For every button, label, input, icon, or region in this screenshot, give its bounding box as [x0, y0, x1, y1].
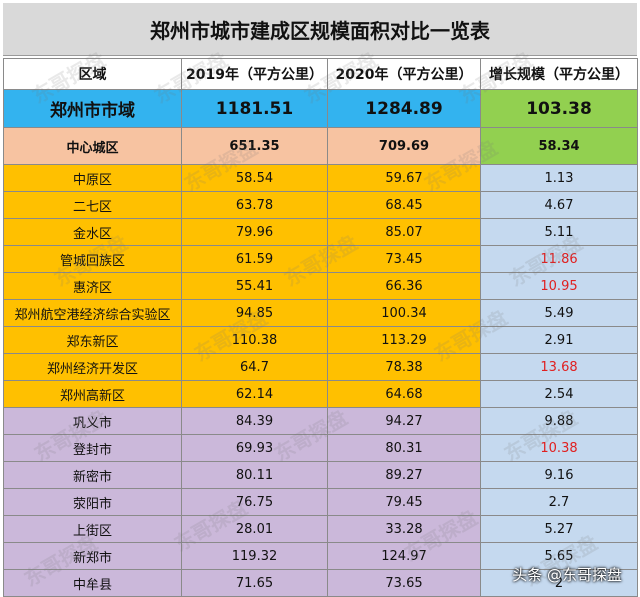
- county-row: 巩义市 84.39 94.27 9.88: [3, 407, 638, 435]
- growth-cell: 11.86: [480, 245, 638, 273]
- region-name-cell: 荥阳市: [3, 488, 182, 516]
- county-row: 登封市 69.93 80.31 10.38: [3, 434, 638, 462]
- region-name-cell: 中牟县: [3, 569, 182, 597]
- district-row: 中原区 58.54 59.67 1.13: [3, 164, 638, 192]
- growth-cell: 1.13: [480, 164, 638, 192]
- area-comparison-table: 区域 2019年（平方公里） 2020年（平方公里） 增长规模（平方公里） 郑州…: [3, 58, 638, 597]
- district-row: 惠济区 55.41 66.36 10.95: [3, 272, 638, 300]
- value-2020-cell: 33.28: [327, 515, 481, 543]
- value-2020-cell: 66.36: [327, 272, 481, 300]
- growth-cell: 2.7: [480, 488, 638, 516]
- value-2020-cell: 113.29: [327, 326, 481, 354]
- value-2019-cell: 28.01: [181, 515, 328, 543]
- value-2020-cell: 68.45: [327, 191, 481, 219]
- value-2019-cell: 94.85: [181, 299, 328, 327]
- value-2019-cell: 110.38: [181, 326, 328, 354]
- header-2020: 2020年（平方公里）: [327, 58, 481, 90]
- value-2019-cell: 58.54: [181, 164, 328, 192]
- center-growth: 58.34: [480, 127, 638, 165]
- value-2020-cell: 100.34: [327, 299, 481, 327]
- city-total-row: 郑州市市域 1181.51 1284.89 103.38: [3, 89, 638, 128]
- value-2019-cell: 64.7: [181, 353, 328, 381]
- region-name-cell: 郑州高新区: [3, 380, 182, 408]
- value-2020-cell: 73.45: [327, 245, 481, 273]
- value-2019-cell: 71.65: [181, 569, 328, 597]
- region-name-cell: 郑州经济开发区: [3, 353, 182, 381]
- county-row: 新密市 80.11 89.27 9.16: [3, 461, 638, 489]
- header-growth: 增长规模（平方公里）: [480, 58, 638, 90]
- district-row: 郑州经济开发区 64.7 78.38 13.68: [3, 353, 638, 381]
- district-row: 金水区 79.96 85.07 5.11: [3, 218, 638, 246]
- value-2019-cell: 80.11: [181, 461, 328, 489]
- header-2019: 2019年（平方公里）: [181, 58, 328, 90]
- value-2020-cell: 89.27: [327, 461, 481, 489]
- value-2020-cell: 64.68: [327, 380, 481, 408]
- district-row: 管城回族区 61.59 73.45 11.86: [3, 245, 638, 273]
- growth-cell: 10.38: [480, 434, 638, 462]
- header-row: 区域 2019年（平方公里） 2020年（平方公里） 增长规模（平方公里）: [3, 58, 638, 90]
- city-2020: 1284.89: [327, 89, 481, 128]
- region-name-cell: 上街区: [3, 515, 182, 543]
- county-row: 中牟县 71.65 73.65 2: [3, 569, 638, 597]
- growth-cell: 9.16: [480, 461, 638, 489]
- district-row: 郑东新区 110.38 113.29 2.91: [3, 326, 638, 354]
- growth-cell: 2: [480, 569, 638, 597]
- region-name-cell: 金水区: [3, 218, 182, 246]
- city-name: 郑州市市域: [3, 89, 182, 128]
- growth-cell: 10.95: [480, 272, 638, 300]
- county-row: 新郑市 119.32 124.97 5.65: [3, 542, 638, 570]
- center-name: 中心城区: [3, 127, 182, 165]
- growth-cell: 5.27: [480, 515, 638, 543]
- growth-cell: 9.88: [480, 407, 638, 435]
- value-2019-cell: 62.14: [181, 380, 328, 408]
- growth-cell: 2.91: [480, 326, 638, 354]
- value-2020-cell: 59.67: [327, 164, 481, 192]
- value-2020-cell: 124.97: [327, 542, 481, 570]
- center-2019: 651.35: [181, 127, 328, 165]
- region-name-cell: 登封市: [3, 434, 182, 462]
- growth-cell: 5.11: [480, 218, 638, 246]
- value-2020-cell: 80.31: [327, 434, 481, 462]
- district-row: 二七区 63.78 68.45 4.67: [3, 191, 638, 219]
- value-2020-cell: 85.07: [327, 218, 481, 246]
- region-name-cell: 新密市: [3, 461, 182, 489]
- growth-cell: 4.67: [480, 191, 638, 219]
- value-2019-cell: 61.59: [181, 245, 328, 273]
- region-name-cell: 管城回族区: [3, 245, 182, 273]
- value-2020-cell: 78.38: [327, 353, 481, 381]
- district-row: 郑州高新区 62.14 64.68 2.54: [3, 380, 638, 408]
- city-2019: 1181.51: [181, 89, 328, 128]
- value-2019-cell: 79.96: [181, 218, 328, 246]
- credit-label: 头条 @东哥探盘: [512, 566, 622, 584]
- city-growth: 103.38: [480, 89, 638, 128]
- center-2020: 709.69: [327, 127, 481, 165]
- district-row: 郑州航空港经济综合实验区 94.85 100.34 5.49: [3, 299, 638, 327]
- value-2019-cell: 63.78: [181, 191, 328, 219]
- growth-cell: 5.65: [480, 542, 638, 570]
- region-name-cell: 惠济区: [3, 272, 182, 300]
- table-title: 郑州市城市建成区规模面积对比一览表: [3, 3, 637, 56]
- region-name-cell: 二七区: [3, 191, 182, 219]
- value-2019-cell: 119.32: [181, 542, 328, 570]
- header-region: 区域: [3, 58, 182, 90]
- value-2020-cell: 94.27: [327, 407, 481, 435]
- growth-cell: 13.68: [480, 353, 638, 381]
- value-2019-cell: 55.41: [181, 272, 328, 300]
- county-row: 上街区 28.01 33.28 5.27: [3, 515, 638, 543]
- value-2020-cell: 79.45: [327, 488, 481, 516]
- center-total-row: 中心城区 651.35 709.69 58.34: [3, 127, 638, 165]
- region-name-cell: 郑东新区: [3, 326, 182, 354]
- region-name-cell: 巩义市: [3, 407, 182, 435]
- county-row: 荥阳市 76.75 79.45 2.7: [3, 488, 638, 516]
- value-2019-cell: 76.75: [181, 488, 328, 516]
- value-2019-cell: 84.39: [181, 407, 328, 435]
- region-name-cell: 郑州航空港经济综合实验区: [3, 299, 182, 327]
- value-2019-cell: 69.93: [181, 434, 328, 462]
- region-name-cell: 新郑市: [3, 542, 182, 570]
- growth-cell: 2.54: [480, 380, 638, 408]
- growth-cell: 5.49: [480, 299, 638, 327]
- value-2020-cell: 73.65: [327, 569, 481, 597]
- region-name-cell: 中原区: [3, 164, 182, 192]
